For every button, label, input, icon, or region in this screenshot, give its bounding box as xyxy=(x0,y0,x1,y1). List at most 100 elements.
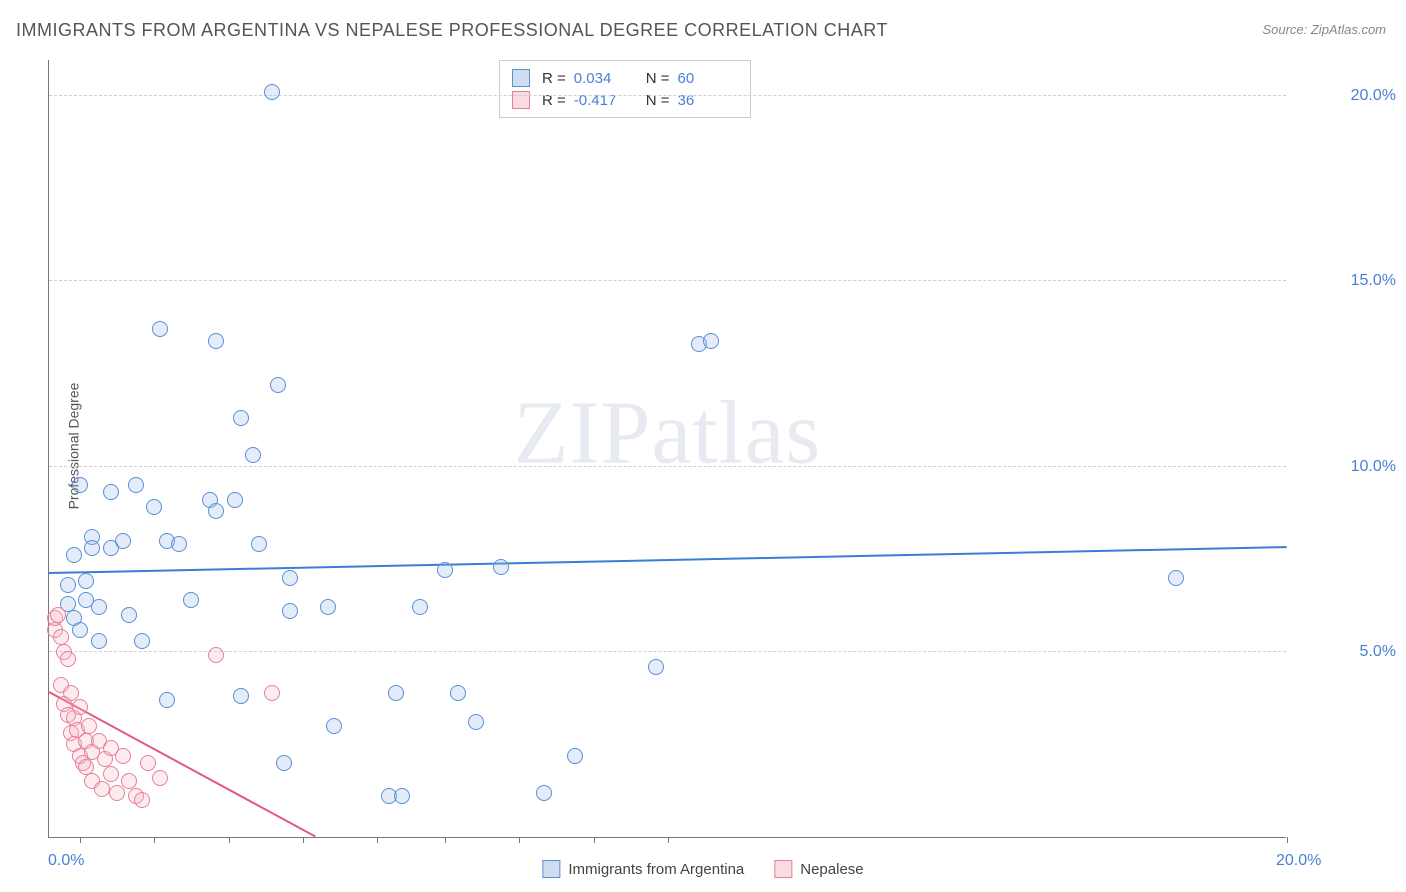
source-attribution: Source: ZipAtlas.com xyxy=(1262,22,1386,37)
trend-line xyxy=(49,546,1287,574)
data-point xyxy=(208,333,224,349)
data-point xyxy=(103,484,119,500)
x-tick xyxy=(154,837,155,843)
data-point xyxy=(146,499,162,515)
data-point xyxy=(567,748,583,764)
series-legend: Immigrants from Argentina Nepalese xyxy=(542,860,863,878)
x-tick xyxy=(519,837,520,843)
data-point xyxy=(227,492,243,508)
data-point xyxy=(251,536,267,552)
data-point xyxy=(233,410,249,426)
n-label: N = xyxy=(646,70,670,87)
y-tick-label: 10.0% xyxy=(1296,458,1396,476)
x-tick xyxy=(668,837,669,843)
data-point xyxy=(320,599,336,615)
gridline xyxy=(49,651,1286,652)
data-point xyxy=(159,692,175,708)
x-tick xyxy=(229,837,230,843)
n-label: N = xyxy=(646,92,670,109)
data-point xyxy=(282,570,298,586)
data-point xyxy=(66,547,82,563)
data-point xyxy=(152,770,168,786)
data-point xyxy=(60,577,76,593)
gridline xyxy=(49,466,1286,467)
n-value: 36 xyxy=(678,92,738,109)
x-tick-label: 0.0% xyxy=(48,852,84,870)
legend-swatch xyxy=(774,860,792,878)
r-value: -0.417 xyxy=(574,92,634,109)
gridline xyxy=(49,280,1286,281)
r-label: R = xyxy=(542,70,566,87)
data-point xyxy=(121,773,137,789)
data-point xyxy=(128,477,144,493)
data-point xyxy=(264,84,280,100)
legend-series-item: Nepalese xyxy=(774,860,863,878)
x-tick xyxy=(445,837,446,843)
data-point xyxy=(72,622,88,638)
r-label: R = xyxy=(542,92,566,109)
data-point xyxy=(72,477,88,493)
data-point xyxy=(233,688,249,704)
x-tick xyxy=(594,837,595,843)
data-point xyxy=(437,562,453,578)
data-point xyxy=(388,685,404,701)
data-point xyxy=(78,573,94,589)
data-point xyxy=(50,607,66,623)
legend-swatch xyxy=(542,860,560,878)
data-point xyxy=(270,377,286,393)
chart-title: IMMIGRANTS FROM ARGENTINA VS NEPALESE PR… xyxy=(16,20,888,41)
data-point xyxy=(84,540,100,556)
legend-stat-row: R = -0.417 N = 36 xyxy=(512,89,738,111)
y-tick-label: 20.0% xyxy=(1296,87,1396,105)
legend-stat-row: R = 0.034 N = 60 xyxy=(512,67,738,89)
r-value: 0.034 xyxy=(574,70,634,87)
data-point xyxy=(276,755,292,771)
data-point xyxy=(60,651,76,667)
legend-swatch xyxy=(512,91,530,109)
watermark-text: ZIPatlas xyxy=(514,381,822,484)
n-value: 60 xyxy=(678,70,738,87)
data-point xyxy=(703,333,719,349)
data-point xyxy=(394,788,410,804)
data-point xyxy=(536,785,552,801)
data-point xyxy=(493,559,509,575)
data-point xyxy=(121,607,137,623)
x-tick-label: 20.0% xyxy=(1276,852,1321,870)
data-point xyxy=(648,659,664,675)
data-point xyxy=(171,536,187,552)
data-point xyxy=(134,792,150,808)
data-point xyxy=(208,647,224,663)
data-point xyxy=(282,603,298,619)
x-tick xyxy=(377,837,378,843)
x-tick xyxy=(80,837,81,843)
data-point xyxy=(412,599,428,615)
data-point xyxy=(326,718,342,734)
data-point xyxy=(103,766,119,782)
legend-series-item: Immigrants from Argentina xyxy=(542,860,744,878)
data-point xyxy=(94,781,110,797)
data-point xyxy=(115,533,131,549)
gridline xyxy=(49,95,1286,96)
data-point xyxy=(140,755,156,771)
data-point xyxy=(91,633,107,649)
data-point xyxy=(468,714,484,730)
x-tick xyxy=(1287,837,1288,843)
data-point xyxy=(1168,570,1184,586)
y-tick-label: 15.0% xyxy=(1296,272,1396,290)
legend-series-label: Immigrants from Argentina xyxy=(568,861,744,878)
data-point xyxy=(245,447,261,463)
data-point xyxy=(63,685,79,701)
x-tick xyxy=(303,837,304,843)
data-point xyxy=(72,699,88,715)
y-tick-label: 5.0% xyxy=(1296,643,1396,661)
data-point xyxy=(115,748,131,764)
plot-area: ZIPatlas R =0.034N =60R =-0.417N =36 5.0… xyxy=(48,60,1286,838)
data-point xyxy=(134,633,150,649)
data-point xyxy=(152,321,168,337)
data-point xyxy=(264,685,280,701)
data-point xyxy=(81,718,97,734)
data-point xyxy=(208,503,224,519)
data-point xyxy=(53,629,69,645)
data-point xyxy=(91,599,107,615)
legend-series-label: Nepalese xyxy=(800,861,863,878)
